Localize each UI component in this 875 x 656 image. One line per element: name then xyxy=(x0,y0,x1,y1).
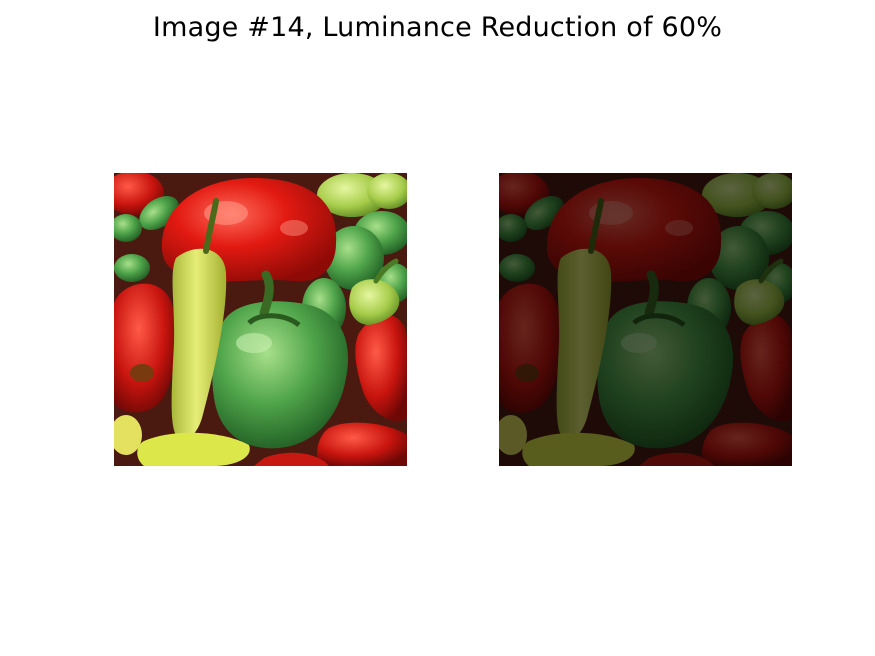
original-peppers-image xyxy=(114,173,407,466)
luminance-reduced-peppers-image xyxy=(499,173,792,466)
figure-title: Image #14, Luminance Reduction of 60% xyxy=(152,12,723,43)
